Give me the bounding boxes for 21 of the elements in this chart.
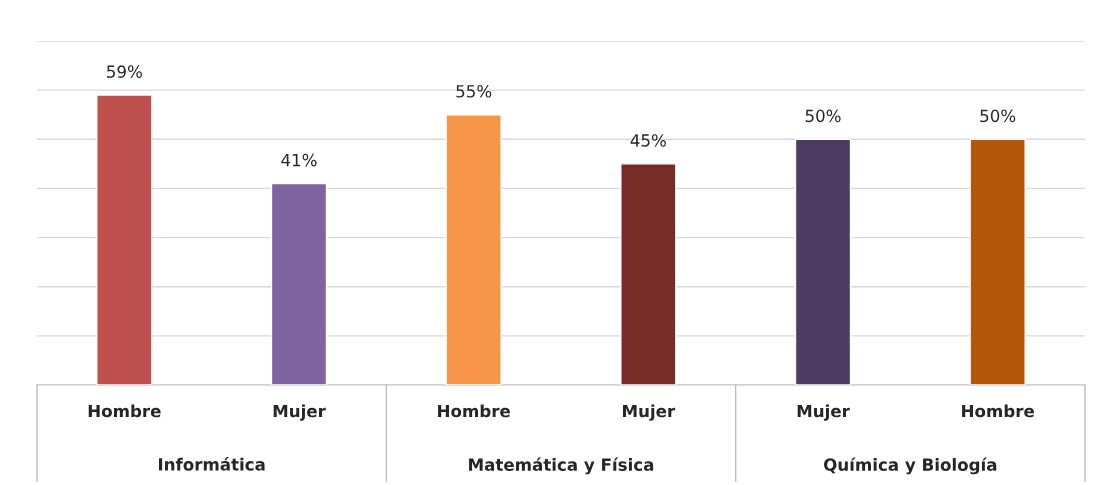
x-tick-label: Hombre (88, 404, 161, 418)
data-label: 45% (630, 134, 666, 147)
bar (445, 114, 502, 385)
data-label: 59% (107, 65, 142, 78)
text: Matemática y Física (469, 457, 654, 475)
text: Informática (158, 457, 265, 471)
bar (969, 138, 1026, 385)
data-label: 55% (456, 84, 492, 98)
bar (96, 94, 153, 385)
bar (620, 163, 677, 385)
data-label: 41% (281, 153, 317, 167)
data-label: 50% (805, 109, 841, 123)
x-tick-label: Mujer (623, 404, 676, 421)
text: Química y Biología (823, 457, 997, 475)
bar (270, 182, 328, 385)
x-tick-label: Hombre (438, 404, 510, 418)
x-tick-label: Hombre (962, 404, 1034, 418)
x-tick-label: Mujer (273, 404, 326, 421)
bar (794, 138, 852, 385)
data-label: 50% (980, 109, 1016, 123)
x-tick-label: Mujer (797, 404, 850, 421)
